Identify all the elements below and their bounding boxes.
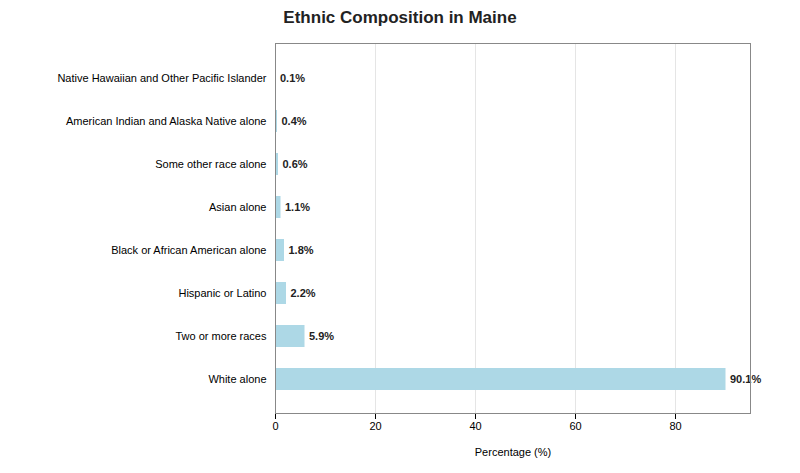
svg-text:White alone: White alone: [208, 373, 266, 385]
html-text:Ethnic Composition in Maine: Ethnic Composition in Maine: [283, 8, 517, 27]
svg-text:0.4%: 0.4%: [282, 115, 307, 127]
svg-text:0.1%: 0.1%: [280, 72, 305, 84]
svg-text:1.1%: 1.1%: [285, 201, 310, 213]
svg-text:0: 0: [272, 420, 278, 432]
svg-text:1.8%: 1.8%: [289, 244, 314, 256]
svg-text:Percentage (%): Percentage (%): [475, 446, 551, 458]
svg-text:Some other race alone: Some other race alone: [155, 158, 266, 170]
svg-text:90.1%: 90.1%: [730, 373, 761, 385]
svg-text:0.6%: 0.6%: [283, 158, 308, 170]
svg-text:Asian alone: Asian alone: [209, 201, 267, 213]
svg-text:American Indian and Alaska Nat: American Indian and Alaska Native alone: [66, 115, 267, 127]
svg-text:Hispanic or Latino: Hispanic or Latino: [178, 287, 266, 299]
svg-text:2.2%: 2.2%: [291, 287, 316, 299]
svg-text:40: 40: [469, 420, 481, 432]
svg-text:Black or African American alon: Black or African American alone: [111, 244, 266, 256]
svg-text:Native Hawaiian and Other Paci: Native Hawaiian and Other Pacific Island…: [57, 72, 266, 84]
svg-text:5.9%: 5.9%: [309, 330, 334, 342]
svg-text:Two or more races: Two or more races: [175, 330, 267, 342]
svg-text:80: 80: [669, 420, 681, 432]
svg-text:60: 60: [569, 420, 581, 432]
svg-text:20: 20: [369, 420, 381, 432]
